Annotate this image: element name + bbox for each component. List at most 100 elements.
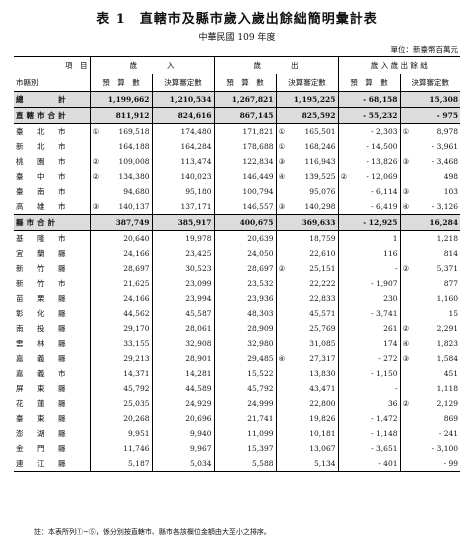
row-name: 直轄市合計 <box>14 107 90 124</box>
balance-final: 1,118 <box>436 384 459 393</box>
expenditure-final: 165,501 <box>304 127 336 136</box>
rank-mark <box>151 306 162 321</box>
row-name: 屏 東 縣 <box>16 384 69 393</box>
table-row: 高 雄 市 ③ 140,137 137,171 146,557 ③ 140,298- 6,4… <box>14 199 460 215</box>
balance-final: - 241 <box>438 429 459 438</box>
rank-mark: ② <box>275 261 286 276</box>
table-row: 新 北 市 164,188 164,284 178,688 ① 168,246 - 14,5… <box>14 139 460 154</box>
expenditure-budget: 24,050 <box>247 249 274 258</box>
balance-budget: - 1,150 <box>371 369 398 378</box>
expenditure-budget: 5,588 <box>224 456 276 472</box>
rank-mark <box>213 291 224 306</box>
expenditure-budget: 146,557 <box>242 202 274 211</box>
rank-mark <box>151 230 162 246</box>
rank-mark <box>213 246 224 261</box>
balance-final-header: 決算審定數 <box>399 74 461 92</box>
table-row: 嘉 義 縣 29,213 28,901 29,485 ④ 27,317 - 272 ③ 1,58… <box>14 351 460 366</box>
rank-mark: ④ <box>275 351 286 366</box>
revenue-budget: 134,380 <box>118 172 150 181</box>
expenditure-final: 27,317 <box>309 354 336 363</box>
table-row: 苗 栗 縣 24,166 23,994 23,936 22,833 230 1,160 <box>14 291 460 306</box>
balance-budget: 174 <box>383 339 398 348</box>
balance-budget: - 6,114 <box>371 187 398 196</box>
revenue-budget: 11,746 <box>123 444 150 453</box>
rank-mark <box>275 396 286 411</box>
rank-mark <box>337 291 348 306</box>
revenue-budget: 14,371 <box>123 369 150 378</box>
rank-mark <box>151 246 162 261</box>
expenditure-final: 22,610 <box>309 249 336 258</box>
rank-mark <box>275 426 286 441</box>
table-title: 表 1 直轄市及縣市歲入歲出餘絀簡明彙計表 <box>96 12 378 27</box>
rank-mark <box>151 411 162 426</box>
expenditure-final: 369,633 <box>286 214 338 231</box>
rank-mark <box>275 381 286 396</box>
rank-mark <box>151 441 162 456</box>
table-subtitle: 中華民國 109 年度 <box>198 33 276 43</box>
balance-final: 1,584 <box>436 354 459 363</box>
expenditure-final: 25,769 <box>309 324 336 333</box>
expenditure-budget: 24,999 <box>247 399 274 408</box>
rank-mark: ② <box>399 261 410 276</box>
expenditure-budget: 15,522 <box>247 369 274 378</box>
rank-mark <box>89 321 100 336</box>
revenue-budget: 20,268 <box>123 414 150 423</box>
revenue-final: 19,978 <box>185 234 212 243</box>
rank-mark <box>89 411 100 426</box>
revenue-final: 140,023 <box>180 172 212 181</box>
rank-mark <box>151 366 162 381</box>
revenue-final: 14,281 <box>185 369 212 378</box>
rank-mark <box>275 336 286 351</box>
balance-budget: - 6,419 <box>371 202 398 211</box>
expenditure-budget: 15,397 <box>247 444 274 453</box>
table-row: 雲 林 縣 33,155 32,908 32,980 31,085 174 ④ 1,823 <box>14 336 460 351</box>
balance-budget: - 2,303 <box>371 127 398 136</box>
table-row: 花 蓮 縣 25,035 24,929 24,999 22,800 36 ② 2,129 <box>14 396 460 411</box>
row-name: 嘉 義 市 <box>16 369 69 378</box>
rank-mark <box>151 123 162 139</box>
rank-mark <box>151 139 162 154</box>
expenditure-budget: 32,980 <box>247 339 274 348</box>
row-name: 新 竹 縣 <box>16 264 69 273</box>
balance-budget-header: 預 算 數 <box>337 74 400 92</box>
rank-mark <box>337 246 348 261</box>
balance-final: 5,371 <box>436 264 459 273</box>
rank-mark <box>399 381 410 396</box>
row-name: 花 蓮 縣 <box>16 399 69 408</box>
revenue-final: 137,171 <box>180 202 212 211</box>
rank-mark <box>213 91 224 108</box>
rank-mark <box>213 411 224 426</box>
rank-mark <box>399 276 410 291</box>
expenditure-budget: 28,909 <box>247 324 274 333</box>
revenue-final: 9,940 <box>190 429 212 438</box>
rank-mark <box>89 426 100 441</box>
expenditure-final: 10,181 <box>309 429 336 438</box>
balance-final: 16,284 <box>410 214 461 231</box>
revenue-final: 24,929 <box>185 399 212 408</box>
balance-final: - 99 <box>410 456 461 472</box>
rank-mark <box>151 261 162 276</box>
expenditure-final: 22,222 <box>309 279 336 288</box>
header-row-bottom: 市縣別 預 算 數 決算審定數 預 算 數 決算審定數 預 算 數 決算審定數 <box>14 74 461 92</box>
table-row: 臺 南 市 94,680 95,180 100,794 95,076 - 6,114 ③ 10… <box>14 184 460 199</box>
balance-final: - 3,468 <box>431 157 459 166</box>
row-name: 彰 化 縣 <box>16 309 69 318</box>
expenditure-final: 5,134 <box>286 456 338 472</box>
expenditure-final: 168,246 <box>304 142 336 151</box>
expenditure-final: 19,826 <box>309 414 336 423</box>
balance-budget: - 1,472 <box>371 414 398 423</box>
revenue-final: 44,589 <box>185 384 212 393</box>
expenditure-budget: 400,675 <box>224 214 276 231</box>
balance-budget: - 12,925 <box>348 214 400 231</box>
rank-mark <box>89 91 100 108</box>
rank-mark <box>89 456 100 472</box>
expenditure-final: 116,943 <box>304 157 336 166</box>
revenue-final: 1,210,534 <box>162 91 214 108</box>
rank-mark <box>213 366 224 381</box>
rank-mark: ④ <box>399 336 410 351</box>
revenue-final: 32,908 <box>185 339 212 348</box>
rank-mark <box>337 396 348 411</box>
row-name: 臺 中 市 <box>16 172 69 181</box>
rank-mark <box>337 154 348 169</box>
rank-mark: ② <box>89 169 100 184</box>
